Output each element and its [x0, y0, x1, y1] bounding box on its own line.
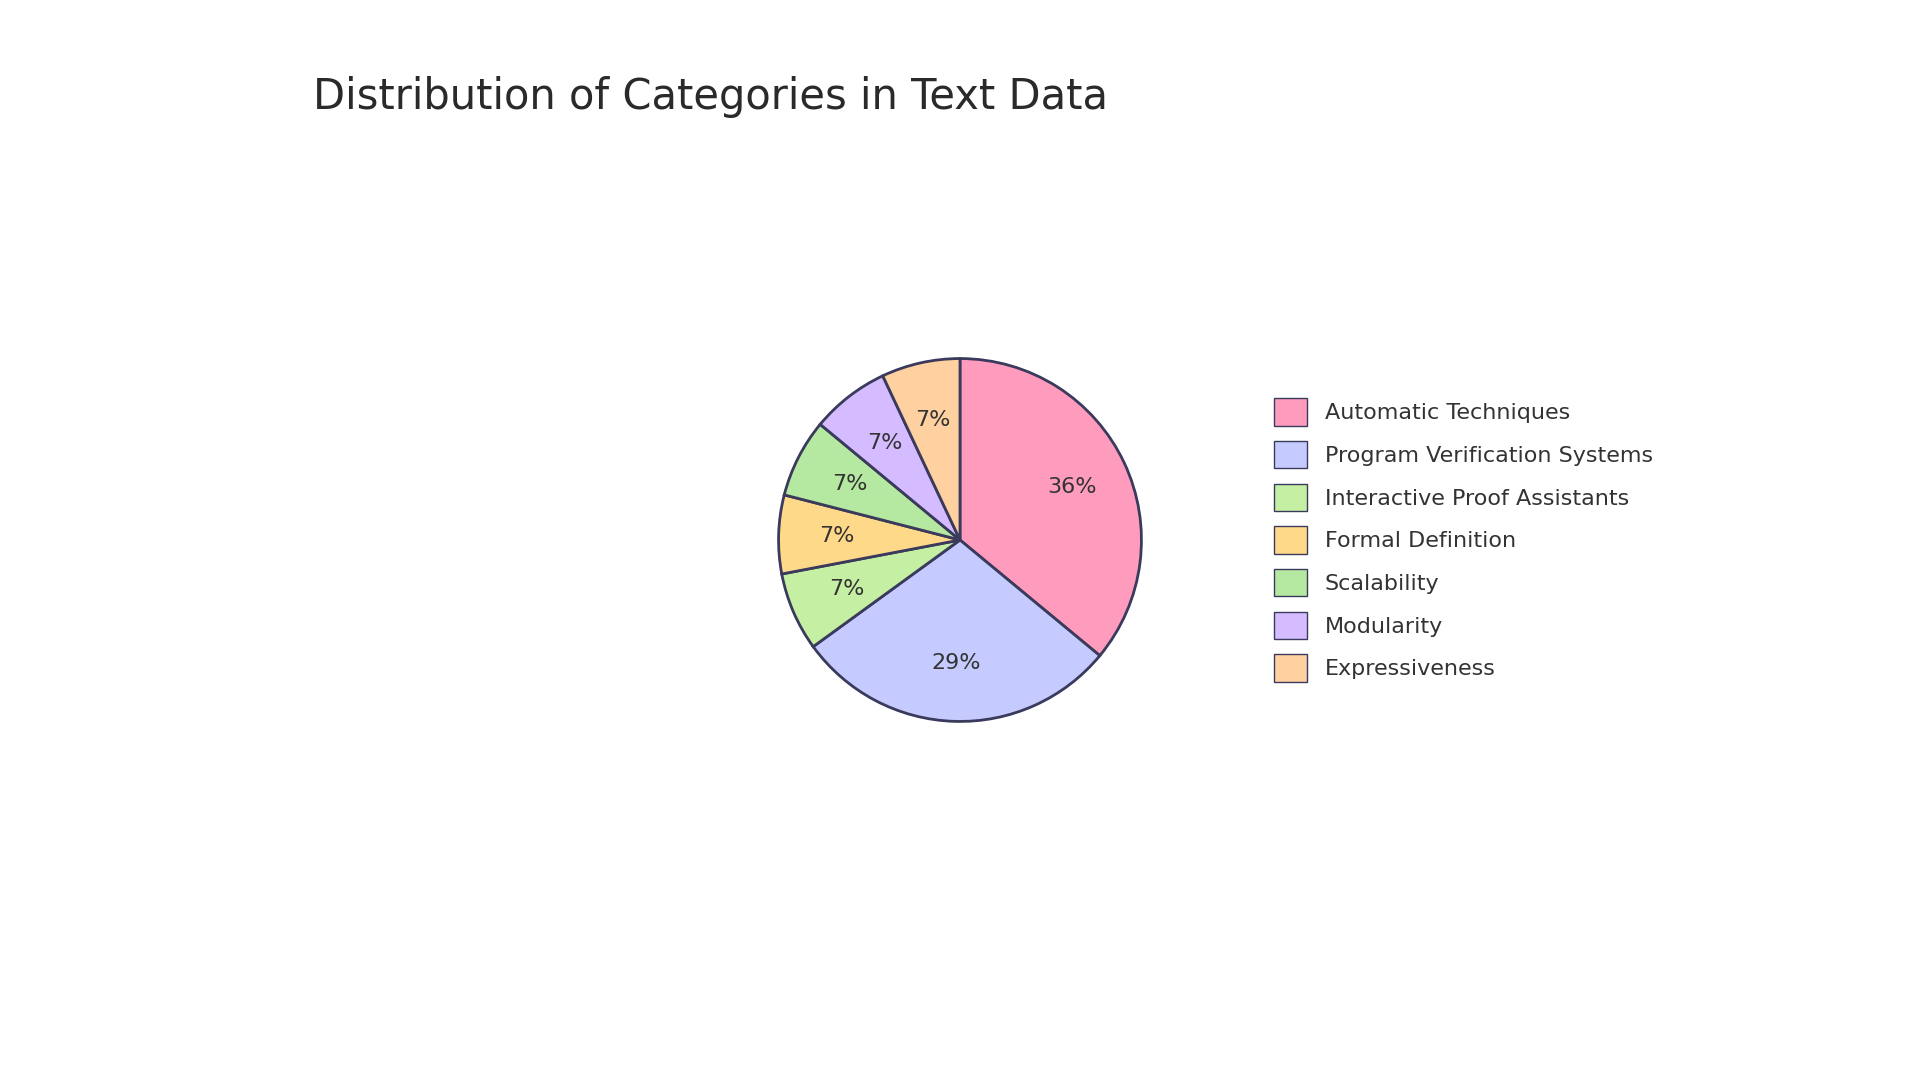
Text: 7%: 7% [866, 432, 902, 453]
Text: 7%: 7% [833, 474, 868, 494]
Wedge shape [883, 359, 960, 540]
Wedge shape [783, 424, 960, 540]
Text: 7%: 7% [829, 579, 864, 599]
Wedge shape [781, 540, 960, 647]
Text: 7%: 7% [916, 409, 950, 430]
Text: Distribution of Categories in Text Data: Distribution of Categories in Text Data [313, 76, 1108, 118]
Wedge shape [960, 359, 1140, 656]
Text: 29%: 29% [931, 653, 981, 673]
Wedge shape [814, 540, 1100, 721]
Wedge shape [820, 376, 960, 540]
Text: 36%: 36% [1046, 477, 1096, 498]
Text: 7%: 7% [820, 526, 854, 546]
Wedge shape [780, 495, 960, 573]
Legend: Automatic Techniques, Program Verification Systems, Interactive Proof Assistants: Automatic Techniques, Program Verificati… [1263, 388, 1665, 692]
